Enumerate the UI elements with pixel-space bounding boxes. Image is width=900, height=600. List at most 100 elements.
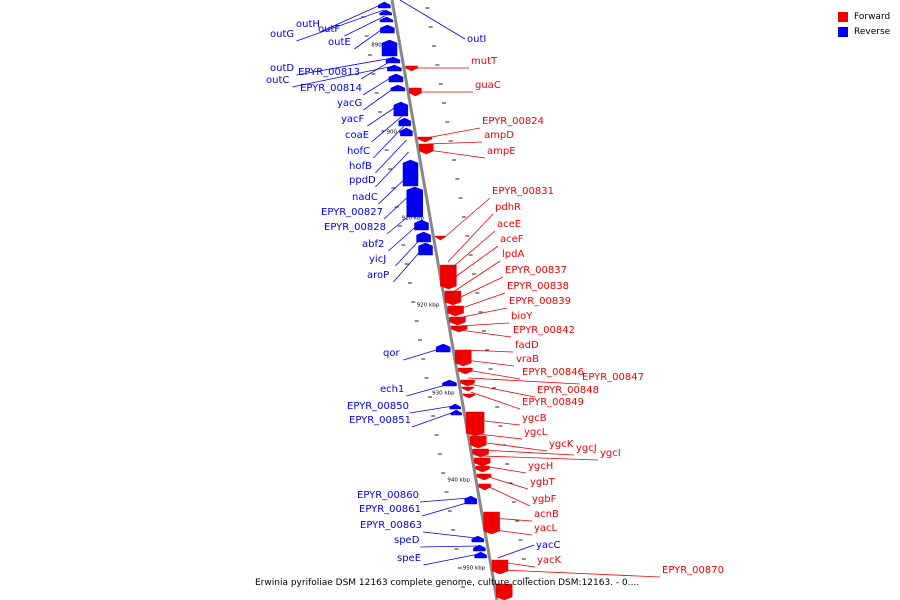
- gene-leader-line: [411, 411, 455, 428]
- forward-gene-feature: [418, 143, 434, 155]
- forward-gene-feature: [450, 325, 468, 333]
- gene-leader-line: [296, 9, 384, 42]
- gene-leader-line: [406, 383, 450, 397]
- forward-gene-feature: [483, 511, 500, 535]
- reverse-gene-feature: [379, 16, 394, 23]
- gene-label-ygck: ygcK: [549, 439, 574, 450]
- gene-label-guac: guaC: [475, 80, 501, 91]
- gene-label-nadc: nadC: [352, 192, 378, 203]
- reverse-gene-feature: [388, 73, 404, 83]
- reverse-gene-feature: [442, 379, 457, 387]
- gene-label-epyr-00824: EPYR_00824: [482, 116, 544, 127]
- leaders-layer: [292, 0, 661, 578]
- gene-label-hofc: hofC: [347, 146, 370, 157]
- forward-gene-feature: [462, 393, 476, 399]
- forward-gene-feature: [409, 87, 422, 97]
- gene-label-sped: speD: [394, 535, 420, 546]
- gene-leader-line: [420, 545, 478, 548]
- gene-label-epyr-00813: EPYR_00813: [298, 67, 360, 78]
- axis-tick-label: 910 kbp: [402, 216, 425, 222]
- gene-label-ech1: ech1: [380, 384, 404, 395]
- gene-leader-line: [483, 465, 527, 474]
- gene-leader-line: [454, 276, 504, 301]
- gene-leader-line: [501, 569, 661, 578]
- reverse-gene-feature: [390, 84, 406, 92]
- gene-label-ygch: ygcH: [528, 461, 553, 472]
- gene-leader-line: [447, 213, 494, 263]
- gene-leader-line: [443, 197, 491, 239]
- gene-leader-line: [427, 141, 483, 145]
- gene-label-epyr-00870: EPYR_00870: [662, 565, 724, 576]
- gene-label-oute: outE: [328, 37, 351, 48]
- gene-label-ygcl: ygcL: [524, 427, 548, 438]
- gene-label-ppdd: ppdD: [349, 175, 376, 186]
- gene-leader-line: [399, 0, 466, 40]
- reverse-gene-feature: [449, 403, 461, 410]
- gene-leader-line: [426, 127, 481, 139]
- gene-leader-line: [463, 349, 514, 353]
- gene-label-acee: aceE: [497, 219, 521, 230]
- gene-leader-line: [450, 245, 499, 281]
- gene-label-yicj: yicJ: [369, 254, 386, 265]
- gene-leader-line: [421, 501, 470, 517]
- forward-gene-feature: [465, 411, 485, 437]
- forward-gene-feature: [461, 386, 474, 392]
- gene-leader-line: [480, 449, 575, 456]
- gene-leader-line: [486, 485, 531, 507]
- reverse-gene-feature: [381, 39, 398, 57]
- forward-gene-feature: [478, 483, 491, 491]
- gene-leader-line: [422, 531, 477, 539]
- gene-label-epyr-00850: EPYR_00850: [347, 401, 409, 412]
- reverse-gene-feature: [378, 1, 391, 9]
- gene-leader-line: [423, 553, 480, 566]
- gene-label-epyr-00849: EPYR_00849: [522, 397, 584, 408]
- legend-forward-label: Forward: [854, 11, 891, 22]
- forward-gene-feature: [460, 379, 475, 387]
- forward-gene-feature: [495, 583, 513, 600]
- gene-label-hofb: hofB: [349, 161, 372, 172]
- reverse-gene-feature: [406, 186, 423, 218]
- gene-label-fadd: fadD: [515, 340, 539, 351]
- axis-tick-label: 940 kbp: [447, 478, 470, 484]
- gene-leader-line: [479, 441, 548, 452]
- gene-label-pdhr: pdhR: [495, 202, 521, 213]
- reverse-gene-feature: [414, 219, 429, 231]
- gene-label-epyr-00861: EPYR_00861: [359, 504, 421, 515]
- gene-label-coae: coaE: [345, 130, 369, 141]
- reverse-gene-feature: [385, 56, 401, 64]
- gene-label-epyr-00814: EPYR_00814: [300, 83, 362, 94]
- gene-label-epyr-00848: EPYR_00848: [537, 385, 599, 396]
- gene-leader-line: [469, 383, 536, 398]
- sequence-caption: Erwinia pyrifoliae DSM 12163 complete ge…: [255, 578, 640, 588]
- reverse-gene-feature: [380, 24, 395, 34]
- gene-label-epyr-00831: EPYR_00831: [492, 186, 554, 197]
- features-layer: [378, 1, 513, 600]
- gene-label-bioy: bioY: [511, 311, 533, 322]
- gene-leader-line: [477, 433, 523, 440]
- gene-label-epyr-00837: EPYR_00837: [505, 265, 567, 276]
- reverse-gene-feature: [393, 101, 409, 117]
- forward-gene-feature: [447, 305, 464, 317]
- gene-leader-line: [375, 139, 407, 174]
- forward-gene-feature: [444, 290, 462, 306]
- gene-label-spee: speE: [397, 553, 421, 564]
- gene-leader-line: [481, 455, 599, 461]
- forward-gene-feature: [458, 367, 473, 375]
- reverse-gene-feature: [402, 159, 419, 187]
- gene-label-yacl: yacL: [534, 523, 558, 534]
- forward-gene-feature: [417, 136, 433, 143]
- reverse-swatch: [838, 26, 848, 37]
- forward-gene-feature: [449, 316, 466, 326]
- gene-leader-line: [373, 125, 405, 159]
- gene-label-acef: aceF: [500, 234, 524, 245]
- forward-gene-feature: [435, 235, 446, 241]
- forward-gene-feature: [405, 65, 418, 72]
- forward-gene-feature: [472, 448, 489, 458]
- gene-leader-line: [428, 149, 486, 159]
- gene-leader-line: [485, 475, 529, 490]
- reverse-gene-feature: [400, 127, 413, 137]
- gene-label-ygbt: ygbT: [530, 477, 556, 488]
- reverse-gene-feature: [387, 64, 402, 72]
- forward-gene-feature: [440, 264, 457, 290]
